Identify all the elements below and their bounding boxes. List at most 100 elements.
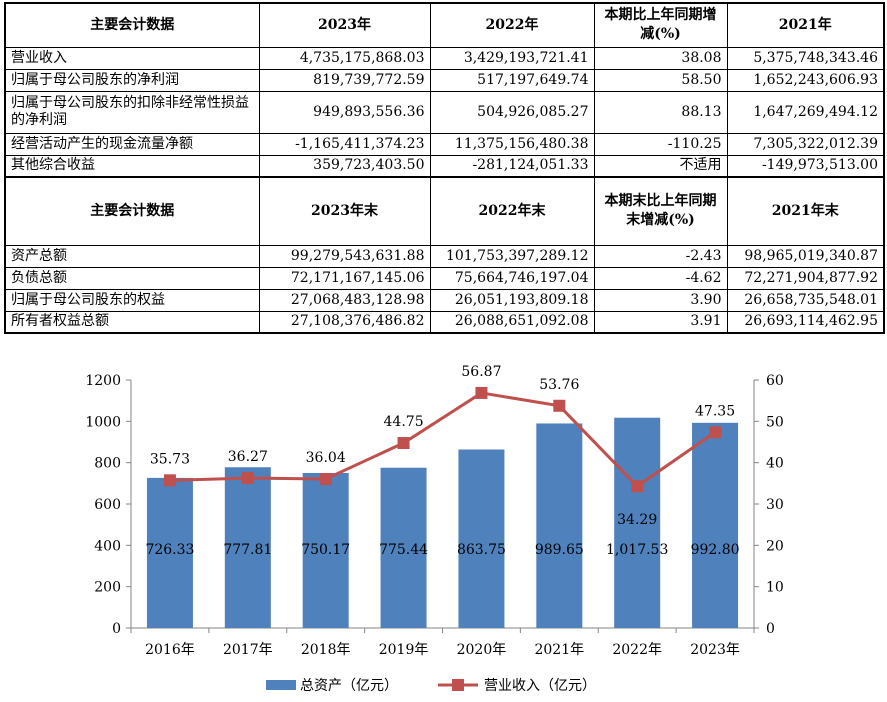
left-axis-tick-label: 800 bbox=[94, 456, 121, 472]
table-header-cell: 主要会计数据 bbox=[4, 176, 260, 246]
revenue-point bbox=[475, 386, 488, 399]
bar-total-assets bbox=[380, 467, 427, 628]
line-value-label: 56.87 bbox=[461, 364, 501, 380]
table-cell: 不适用 bbox=[593, 154, 728, 178]
right-axis-tick-label: 30 bbox=[766, 497, 784, 513]
legend-label-revenue: 营业收入（亿元） bbox=[484, 678, 596, 694]
table-cell: 26,088,651,092.08 bbox=[429, 310, 595, 334]
table-cell: -110.25 bbox=[593, 132, 728, 156]
x-axis-category-label: 2016年 bbox=[145, 642, 195, 658]
line-value-label: 47.35 bbox=[695, 403, 735, 419]
right-axis-tick-label: 10 bbox=[766, 580, 784, 596]
table-header-cell: 2022年 bbox=[429, 2, 595, 48]
bar-total-assets bbox=[458, 449, 505, 628]
table-cell: 75,664,746,197.04 bbox=[429, 266, 595, 290]
right-axis-tick-label: 20 bbox=[766, 538, 784, 554]
table-cell: -2.43 bbox=[593, 244, 728, 268]
line-value-label: 53.76 bbox=[539, 377, 579, 393]
table-header-row: 主要会计数据 2023年末 2022年末 本期末比上年同期末增减(%) 2021年末 bbox=[4, 176, 885, 246]
table-cell: -1,165,411,374.23 bbox=[258, 132, 431, 156]
bar-total-assets bbox=[224, 467, 271, 628]
table-row: 资产总额 99,279,543,631.88 101,753,397,289.12-… bbox=[4, 244, 885, 268]
legend-swatch-total-assets bbox=[266, 680, 296, 690]
financial-data-table-section: 主要会计数据 2023年 2022年 本期比上年同期增减(%) 2021年 营业收入 4,7… bbox=[4, 2, 885, 334]
table-row: 其他综合收益 359,723,403.50 -281,124,051.33 不适用 -1… bbox=[4, 154, 885, 178]
table-row: 营业收入 4,735,175,868.03 3,429,193,721.41 38.0… bbox=[4, 46, 885, 70]
bar-value-label: 992.80 bbox=[691, 542, 740, 558]
table-cell: 38.08 bbox=[593, 46, 728, 70]
bar-total-assets bbox=[302, 472, 349, 628]
table-row: 经营活动产生的现金流量净额 -1,165,411,374.23 11,375,156… bbox=[4, 132, 885, 156]
line-value-label: 36.27 bbox=[228, 449, 268, 465]
left-axis-tick-label: 200 bbox=[94, 580, 121, 596]
revenue-point bbox=[709, 426, 722, 439]
left-axis-tick-label: 600 bbox=[94, 497, 121, 513]
right-axis-tick-label: 0 bbox=[766, 621, 775, 637]
revenue-point bbox=[241, 472, 254, 485]
table-cell: 7,305,322,012.39 bbox=[726, 132, 885, 156]
bar-value-label: 726.33 bbox=[145, 542, 194, 558]
table-cell: 3.91 bbox=[593, 310, 728, 334]
table-row: 归属于母公司股东的权益 27,068,483,128.98 26,051,193,8… bbox=[4, 288, 885, 312]
table-cell: 3.90 bbox=[593, 288, 728, 312]
revenue-point bbox=[397, 437, 410, 450]
table-cell: 11,375,156,480.38 bbox=[429, 132, 595, 156]
table-row: 负债总额 72,171,167,145.06 75,664,746,197.04 -4… bbox=[4, 266, 885, 290]
revenue-point bbox=[163, 474, 176, 487]
x-axis-category-label: 2023年 bbox=[690, 642, 740, 658]
table-cell: 88.13 bbox=[593, 90, 728, 134]
table-row: 所有者权益总额 27,108,376,486.82 26,088,651,092.0… bbox=[4, 310, 885, 334]
table-cell: 99,279,543,631.88 bbox=[258, 244, 431, 268]
table-header-cell: 2023年 bbox=[258, 2, 431, 48]
revenue-point bbox=[319, 473, 332, 486]
line-value-label: 36.04 bbox=[306, 450, 346, 466]
table-cell: 101,753,397,289.12 bbox=[429, 244, 595, 268]
bar-total-assets bbox=[536, 423, 583, 628]
table-header-cell: 2023年末 bbox=[258, 176, 431, 246]
row-label: 归属于母公司股东的扣除非经常性损益的净利润 bbox=[4, 90, 260, 134]
bar-value-label: 989.65 bbox=[535, 542, 584, 558]
line-value-label: 44.75 bbox=[384, 414, 424, 430]
financial-data-table: 主要会计数据 2023年 2022年 本期比上年同期增减(%) 2021年 营业收入 4,7… bbox=[4, 2, 885, 334]
row-label: 归属于母公司股东的净利润 bbox=[4, 68, 260, 92]
bar-value-label: 777.81 bbox=[223, 542, 272, 558]
revenue-point bbox=[631, 480, 644, 493]
table-cell: 26,051,193,809.18 bbox=[429, 288, 595, 312]
table-cell: 517,197,649.74 bbox=[429, 68, 595, 92]
right-axis-tick-label: 60 bbox=[766, 373, 784, 389]
row-label: 归属于母公司股东的权益 bbox=[4, 288, 260, 312]
bar-total-assets bbox=[692, 422, 739, 628]
row-label: 负债总额 bbox=[4, 266, 260, 290]
table-header-cell: 2022年末 bbox=[429, 176, 595, 246]
table-cell: 26,658,735,548.01 bbox=[726, 288, 885, 312]
row-label: 经营活动产生的现金流量净额 bbox=[4, 132, 260, 156]
table-header-cell: 主要会计数据 bbox=[4, 2, 260, 48]
row-label: 营业收入 bbox=[4, 46, 260, 70]
revenue-point bbox=[553, 399, 566, 412]
table-header-cell: 本期比上年同期增减(%) bbox=[593, 2, 728, 48]
legend-marker-revenue bbox=[452, 679, 464, 691]
revenue-line bbox=[169, 391, 716, 489]
row-label: 资产总额 bbox=[4, 244, 260, 268]
table-cell: 27,068,483,128.98 bbox=[258, 288, 431, 312]
x-axis-category-label: 2020年 bbox=[457, 642, 507, 658]
table-row: 归属于母公司股东的扣除非经常性损益的净利润 949,893,556.36 504,9… bbox=[4, 90, 885, 134]
bar-value-label: 863.75 bbox=[457, 542, 506, 558]
row-label: 所有者权益总额 bbox=[4, 310, 260, 334]
table-cell: 1,647,269,494.12 bbox=[726, 90, 885, 134]
table-cell: 26,693,114,462.95 bbox=[726, 310, 885, 334]
bar-total-assets bbox=[614, 417, 661, 628]
table-header-row: 主要会计数据 2023年 2022年 本期比上年同期增减(%) 2021年 bbox=[4, 2, 885, 48]
x-axis-category-label: 2017年 bbox=[223, 642, 273, 658]
table-cell: 949,893,556.36 bbox=[258, 90, 431, 134]
table-cell: 4,735,175,868.03 bbox=[258, 46, 431, 70]
table-cell: -4.62 bbox=[593, 266, 728, 290]
table-cell: 72,271,904,877.92 bbox=[726, 266, 885, 290]
x-axis-category-label: 2021年 bbox=[534, 642, 584, 658]
bar-value-label: 750.17 bbox=[301, 542, 350, 558]
table-cell: 58.50 bbox=[593, 68, 728, 92]
left-axis-tick-label: 1000 bbox=[85, 414, 121, 430]
x-axis-category-label: 2018年 bbox=[301, 642, 351, 658]
total-assets-revenue-chart: 0 200 400 600 800 1000 1200 0 10 20 30 40 50 60 726.33… bbox=[85, 364, 784, 694]
row-label: 其他综合收益 bbox=[4, 154, 260, 178]
